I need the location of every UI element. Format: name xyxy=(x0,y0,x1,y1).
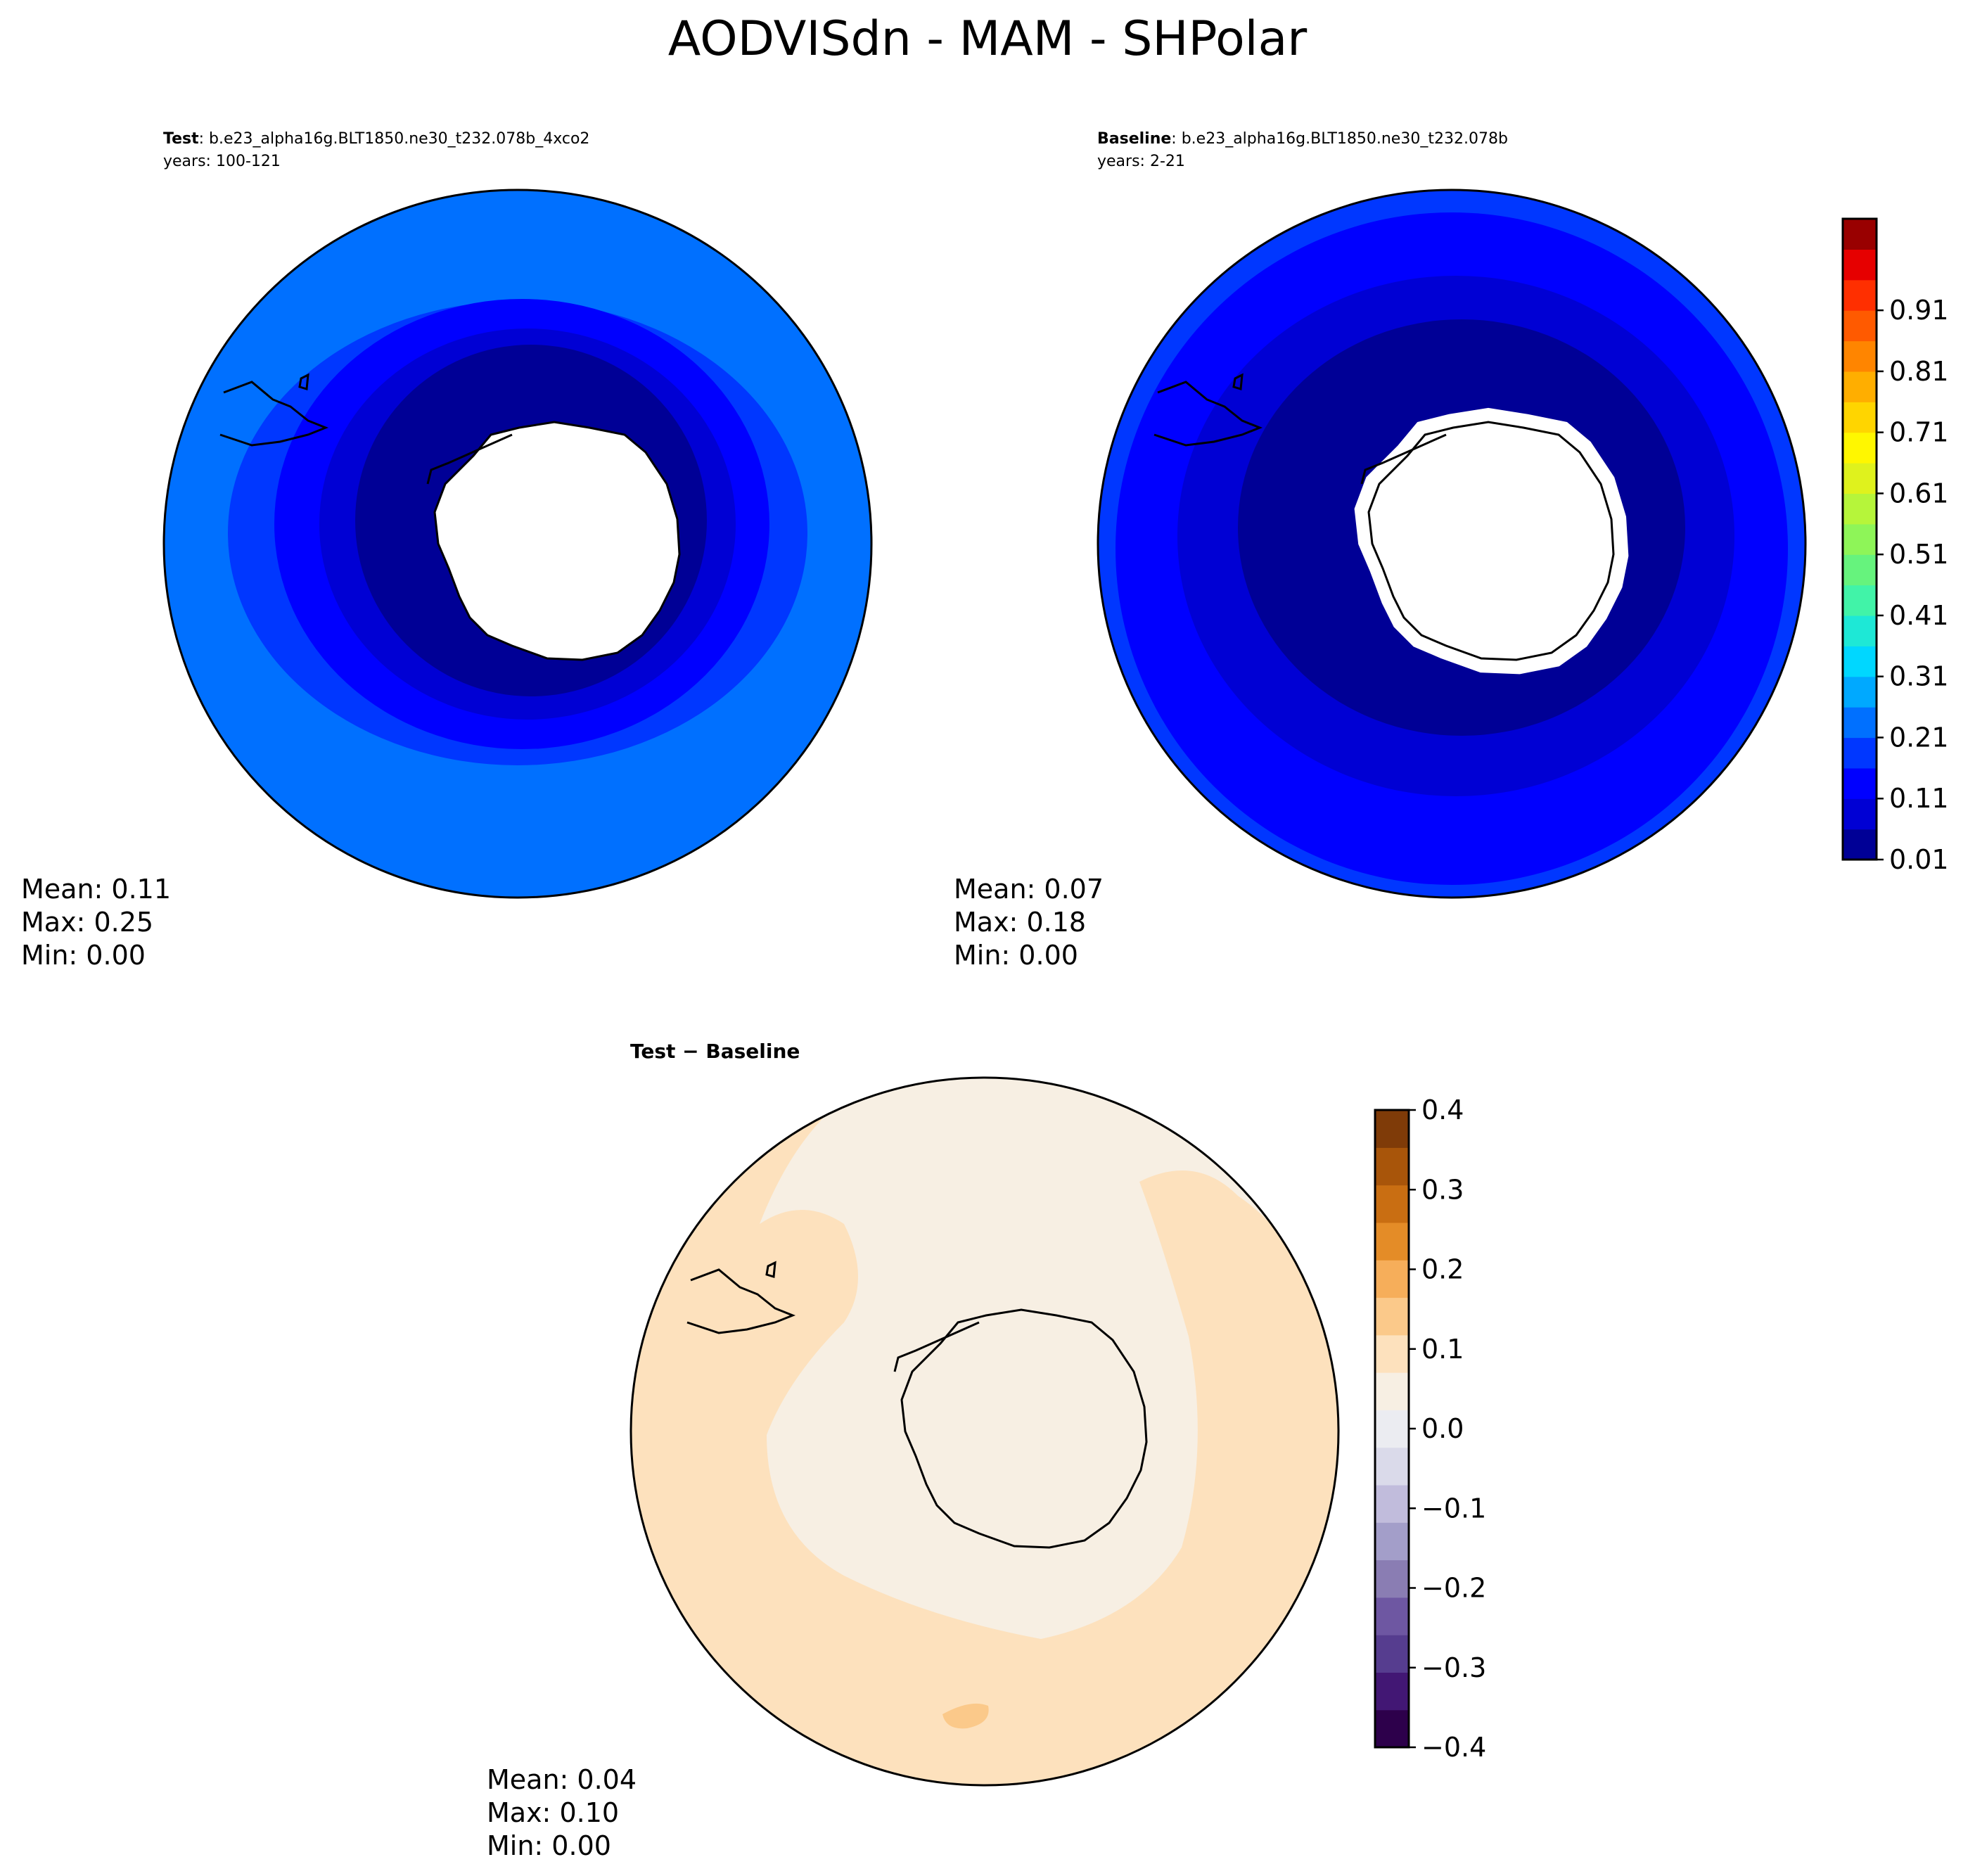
test-panel-header: Test: b.e23_alpha16g.BLT1850.ne30_t232.0… xyxy=(163,130,589,148)
diff-colorbar-segment xyxy=(1375,1447,1409,1486)
diff-map-frame xyxy=(629,1076,1340,1787)
figure-title: AODVISdn - MAM - SHPolar xyxy=(668,11,1307,67)
diff-colorbar-tick-label: 0.4 xyxy=(1421,1095,1464,1125)
baseline-map-frame xyxy=(1097,189,1807,899)
test-label: Test xyxy=(163,130,199,148)
main-colorbar-tick-label: 0.21 xyxy=(1889,722,1949,753)
main-colorbar-segment xyxy=(1843,219,1877,250)
test-island-2 xyxy=(855,418,867,429)
diff-colorbar-segment xyxy=(1375,1597,1409,1635)
diff-colorbar-tick-label: −0.3 xyxy=(1421,1652,1486,1683)
test-stat-max: Max: 0.25 xyxy=(21,907,153,938)
diff-colorbar-segment xyxy=(1375,1635,1409,1673)
diff-colorbar-tick-label: −0.4 xyxy=(1421,1732,1486,1763)
diff-colorbar-segment xyxy=(1375,1260,1409,1298)
test-case-name: : b.e23_alpha16g.BLT1850.ne30_t232.078b_… xyxy=(199,130,590,148)
main-colorbar-segment xyxy=(1843,554,1877,586)
diff-colorbar-segment xyxy=(1375,1110,1409,1148)
main-colorbar-segment xyxy=(1843,646,1877,677)
baseline-label: Baseline xyxy=(1097,130,1171,148)
baseline-stat-max: Max: 0.18 xyxy=(954,907,1086,938)
test-map xyxy=(164,190,871,898)
test-panel: Test: b.e23_alpha16g.BLT1850.ne30_t232.0… xyxy=(21,130,873,971)
diff-colorbar-segment xyxy=(1375,1297,1409,1336)
main-colorbar-tick-label: 0.01 xyxy=(1889,844,1949,875)
main-colorbar-segment xyxy=(1843,676,1877,708)
main-colorbar-tick-label: 0.51 xyxy=(1889,539,1949,570)
main-colorbar-segment xyxy=(1843,310,1877,342)
baseline-panel-header: Baseline: b.e23_alpha16g.BLT1850.ne30_t2… xyxy=(1097,130,1508,148)
diff-colorbar-segment xyxy=(1375,1147,1409,1186)
test-stat-mean: Mean: 0.11 xyxy=(21,874,171,905)
diff-panel: Test − Baseline Mean: 0.04 Max: 0.10 Min… xyxy=(487,1040,1340,1861)
diff-colorbar-tick-label: 0.2 xyxy=(1421,1254,1464,1285)
test-years: years: 100-121 xyxy=(163,153,281,170)
main-colorbar-segment xyxy=(1843,767,1877,799)
diff-colorbar-segment xyxy=(1375,1410,1409,1448)
baseline-years: years: 2-21 xyxy=(1097,153,1185,170)
diff-patch-high xyxy=(942,1703,989,1729)
main-colorbar: 0.01 0.11 0.21 0.31 0.41 0.51 0.61 0.71 0.81 0.91 xyxy=(1841,217,1949,875)
main-colorbar-segment xyxy=(1843,340,1877,372)
main-colorbar-segment xyxy=(1843,279,1877,311)
diff-colorbar-segment xyxy=(1375,1372,1409,1410)
diff-colorbar-segment xyxy=(1375,1672,1409,1711)
baseline-island-2 xyxy=(1789,418,1801,429)
main-colorbar-segment xyxy=(1843,829,1877,860)
main-colorbar-tick-label: 0.71 xyxy=(1889,417,1949,448)
main-colorbar-tick-label: 0.11 xyxy=(1889,783,1949,814)
diff-colorbar-segment xyxy=(1375,1709,1409,1748)
main-colorbar-segment xyxy=(1843,615,1877,646)
diff-colorbar-segment xyxy=(1375,1522,1409,1561)
main-colorbar-segment xyxy=(1843,371,1877,402)
main-colorbar-segment xyxy=(1843,798,1877,830)
baseline-panel: Baseline: b.e23_alpha16g.BLT1850.ne30_t2… xyxy=(954,130,1807,971)
main-colorbar-segment xyxy=(1843,493,1877,525)
diff-stat-max: Max: 0.10 xyxy=(487,1797,619,1828)
diff-colorbar-segment xyxy=(1375,1185,1409,1223)
test-map-frame xyxy=(162,189,873,899)
main-colorbar-tick-label: 0.31 xyxy=(1889,661,1949,692)
baseline-stat-min: Min: 0.00 xyxy=(954,940,1078,971)
diff-colorbar-tick-label: 0.1 xyxy=(1421,1334,1464,1365)
baseline-map xyxy=(1098,190,1805,898)
main-colorbar-tick-label: 0.81 xyxy=(1889,356,1949,387)
diff-colorbar-segment xyxy=(1375,1334,1409,1373)
diff-colorbar-segment xyxy=(1375,1484,1409,1523)
main-colorbar-tick-label: 0.91 xyxy=(1889,295,1949,326)
main-colorbar-tick-label: 0.41 xyxy=(1889,600,1949,631)
baseline-case-name: : b.e23_alpha16g.BLT1850.ne30_t232.078b xyxy=(1171,130,1508,148)
main-colorbar-segment xyxy=(1843,432,1877,464)
diff-panel-title: Test − Baseline xyxy=(630,1040,800,1063)
diff-colorbar-segment xyxy=(1375,1222,1409,1261)
diff-colorbar-segment xyxy=(1375,1559,1409,1598)
diff-island-2 xyxy=(1322,1306,1334,1317)
diff-stat-mean: Mean: 0.04 xyxy=(487,1764,637,1795)
main-colorbar-segment xyxy=(1843,737,1877,769)
diff-map xyxy=(631,1078,1338,1785)
diff-colorbar-tick-label: −0.1 xyxy=(1421,1493,1486,1524)
main-colorbar-tick-label: 0.61 xyxy=(1889,478,1949,509)
diff-band-inner xyxy=(760,1078,1336,1639)
main-colorbar-segment xyxy=(1843,707,1877,739)
test-stat-min: Min: 0.00 xyxy=(21,940,146,971)
main-colorbar-segment xyxy=(1843,463,1877,494)
diff-colorbar-tick-label: 0.0 xyxy=(1421,1413,1464,1444)
baseline-stat-mean: Mean: 0.07 xyxy=(954,874,1104,905)
main-colorbar-segment xyxy=(1843,249,1877,281)
main-colorbar-segment xyxy=(1843,585,1877,616)
diff-stat-min: Min: 0.00 xyxy=(487,1830,611,1861)
diff-colorbar-tick-label: 0.3 xyxy=(1421,1174,1464,1205)
main-colorbar-frame xyxy=(1841,217,1878,861)
diff-colorbar: 0.4 0.3 0.2 0.1 0.0 −0.1 −0.2 −0.3 −0.4 xyxy=(1374,1095,1486,1763)
main-colorbar-segment xyxy=(1843,523,1877,555)
diff-colorbar-tick-label: −0.2 xyxy=(1421,1573,1486,1604)
main-colorbar-segment xyxy=(1843,402,1877,433)
